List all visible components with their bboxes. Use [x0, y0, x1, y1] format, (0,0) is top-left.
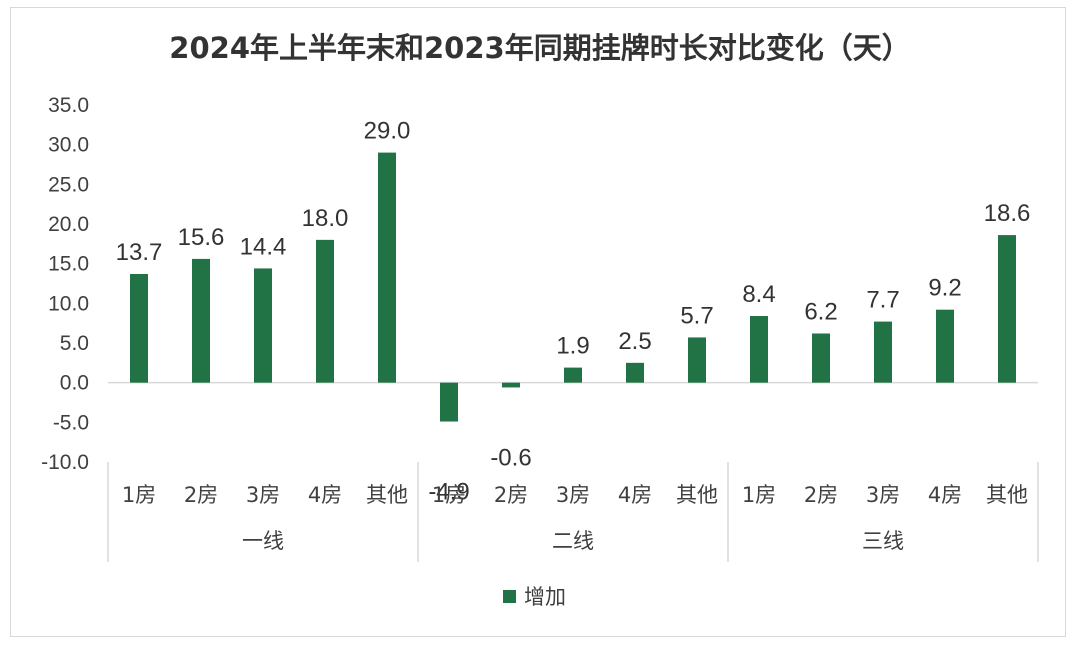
y-tick-label: 0.0	[60, 372, 89, 395]
y-tick-label: -5.0	[53, 411, 89, 434]
category-label: 2房	[184, 483, 218, 507]
category-label: 1房	[432, 483, 466, 507]
data-labels: 13.7 15.6 14.4 18.0 29.0 -4.9 -0.6 1.9 2.5 5.7 8.4…	[116, 118, 1031, 506]
category-label: 4房	[618, 483, 652, 507]
bar	[378, 152, 396, 383]
legend: 增加	[503, 585, 566, 609]
bar	[874, 321, 892, 383]
category-label: 4房	[928, 483, 962, 507]
category-label: 其他	[676, 483, 718, 507]
bar	[130, 273, 148, 383]
y-tick-label: 25.0	[48, 173, 89, 196]
y-tick-label: -10.0	[41, 451, 89, 474]
bar	[440, 382, 458, 422]
group-label: 三线	[862, 529, 904, 553]
category-label: 1房	[742, 483, 776, 507]
category-label: 4房	[308, 483, 342, 507]
data-label: 15.6	[178, 224, 225, 251]
y-axis: 35.0 30.0 25.0 20.0 15.0 10.0 5.0 0.0 -5.0 -10.0	[41, 94, 89, 474]
group-label: 二线	[552, 529, 594, 553]
y-tick-label: 10.0	[48, 292, 89, 315]
data-label: 7.7	[866, 287, 899, 314]
data-label: -4.9	[428, 479, 469, 506]
category-label: 其他	[986, 483, 1028, 507]
category-label: 3房	[246, 483, 280, 507]
legend-label: 增加	[524, 585, 566, 609]
data-label: 2.5	[618, 328, 651, 355]
y-tick-label: 5.0	[60, 332, 89, 355]
bar	[750, 316, 768, 383]
bar	[502, 382, 520, 388]
y-tick-label: 15.0	[48, 253, 89, 276]
category-label: 2房	[804, 483, 838, 507]
y-tick-label: 20.0	[48, 213, 89, 236]
y-tick-label: 35.0	[48, 94, 89, 117]
group-label: 一线	[242, 529, 284, 553]
category-label: 3房	[866, 483, 900, 507]
category-label: 2房	[494, 483, 528, 507]
bar	[254, 268, 272, 383]
data-label: 8.4	[742, 281, 775, 308]
category-label: 1房	[122, 483, 156, 507]
legend-swatch	[503, 590, 516, 603]
category-label: 其他	[366, 483, 408, 507]
chart-title: 2024年上半年末和2023年同期挂牌时长对比变化（天）	[169, 31, 910, 65]
data-label: 9.2	[928, 275, 961, 302]
y-tick-label: 30.0	[48, 134, 89, 157]
bar	[626, 362, 644, 383]
bar	[998, 235, 1016, 383]
bar-series	[130, 152, 1016, 422]
data-label: 29.0	[364, 118, 411, 145]
data-label: 14.4	[240, 233, 287, 260]
bar	[688, 337, 706, 383]
bar	[812, 333, 830, 383]
data-label: -0.6	[490, 444, 531, 471]
bar	[564, 367, 582, 383]
bar	[192, 258, 210, 383]
data-label: 6.2	[804, 298, 837, 325]
data-label: 18.6	[984, 200, 1031, 227]
category-label: 3房	[556, 483, 590, 507]
bar	[316, 239, 334, 383]
data-label: 13.7	[116, 239, 163, 266]
bar	[936, 309, 954, 383]
data-label: 18.0	[302, 205, 349, 232]
data-label: 5.7	[680, 302, 713, 329]
data-label: 1.9	[556, 333, 589, 360]
